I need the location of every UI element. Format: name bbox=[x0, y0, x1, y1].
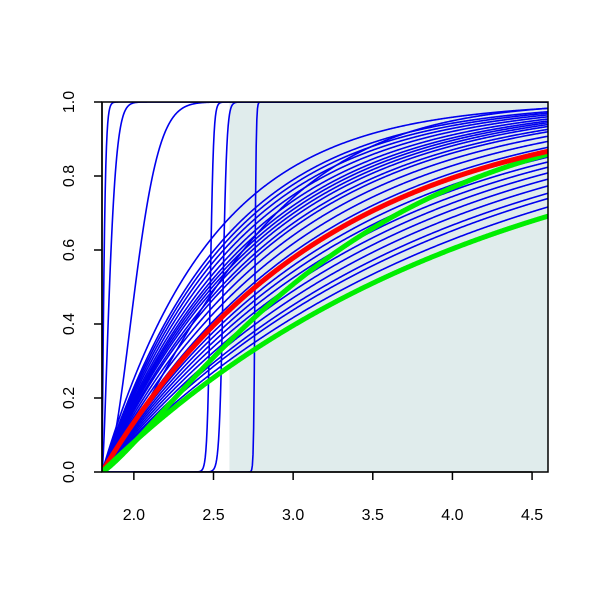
sample-curve bbox=[102, 185, 548, 472]
y-tick-label: 0.8 bbox=[61, 165, 78, 187]
sample-curve bbox=[102, 114, 548, 472]
y-tick-label: 0.6 bbox=[61, 239, 78, 261]
upper-curve bbox=[102, 151, 548, 472]
median-curve bbox=[102, 148, 548, 472]
y-tick-label: 0.0 bbox=[61, 461, 78, 483]
x-tick-label: 2.0 bbox=[123, 507, 145, 524]
sample-curve bbox=[102, 125, 548, 472]
sample-curve bbox=[102, 130, 548, 472]
sample-curve bbox=[102, 107, 548, 472]
sample-curve bbox=[102, 206, 548, 472]
sample-curve bbox=[102, 115, 548, 472]
sample-curve bbox=[102, 161, 548, 472]
sample-curve bbox=[102, 172, 548, 472]
sample-curve bbox=[102, 112, 548, 472]
highlight-layer bbox=[102, 148, 548, 472]
sample-curve bbox=[102, 121, 548, 472]
sample-curve bbox=[102, 128, 548, 472]
y-tick-label: 0.4 bbox=[61, 313, 78, 335]
lower-curve bbox=[102, 213, 548, 472]
x-tick-label: 4.5 bbox=[521, 507, 543, 524]
y-tick-label: 1.0 bbox=[61, 91, 78, 113]
sample-curve bbox=[102, 102, 548, 472]
sample-curve bbox=[102, 140, 548, 472]
sample-curve bbox=[102, 110, 548, 472]
x-tick-label: 2.5 bbox=[202, 507, 224, 524]
x-axis: 2.0 2.5 3.0 3.5 4.0 4.5 bbox=[123, 471, 543, 524]
y-tick-label: 0.2 bbox=[61, 387, 78, 409]
sample-curve bbox=[102, 120, 548, 472]
x-tick-label: 4.0 bbox=[441, 507, 463, 524]
x-tick-label: 3.5 bbox=[362, 507, 384, 524]
sample-curve bbox=[102, 178, 548, 472]
sample-curve bbox=[102, 123, 548, 472]
y-axis: 0.0 0.2 0.4 0.6 0.8 1.0 bbox=[61, 91, 103, 483]
sample-curve bbox=[102, 118, 548, 472]
x-tick-label: 3.0 bbox=[282, 507, 304, 524]
sample-curve bbox=[102, 107, 548, 472]
